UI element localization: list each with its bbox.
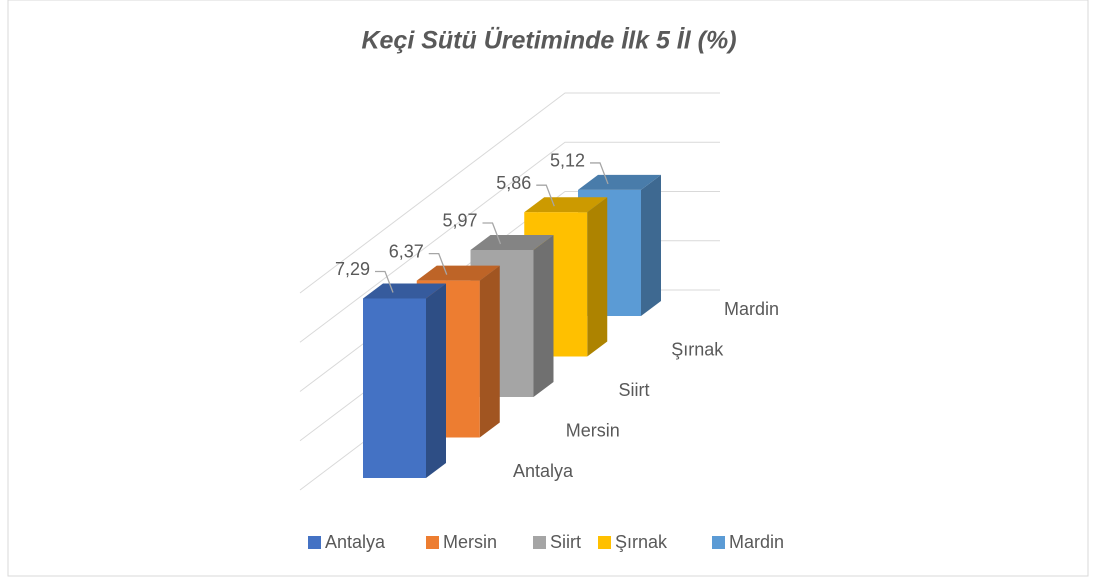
category-label: Mardin (724, 299, 779, 319)
legend-label: Mersin (443, 532, 497, 552)
bar-side (587, 197, 608, 357)
legend-label: Mardin (729, 532, 784, 552)
leader-line (482, 222, 502, 245)
data-label: 7,29 (335, 259, 370, 279)
bar (363, 298, 426, 478)
leader-line (590, 162, 609, 185)
bar-side (533, 234, 554, 397)
chart-title: Keçi Sütü Üretiminde İlk 5 İl (%) (361, 26, 736, 55)
legend-swatch (308, 536, 321, 549)
legend-swatch (426, 536, 439, 549)
bar-side (479, 265, 500, 438)
data-label: 5,12 (550, 151, 585, 171)
data-label: 5,86 (496, 173, 531, 193)
bar-top (524, 197, 608, 213)
legend-swatch (598, 536, 611, 549)
data-label: 6,37 (389, 241, 424, 261)
legend-label: Şırnak (615, 532, 668, 552)
bar-top (578, 174, 661, 190)
category-label: Antalya (513, 461, 574, 481)
bar-top (363, 283, 446, 299)
grid-line (299, 92, 720, 294)
data-label: 5,97 (442, 211, 477, 231)
bar-side (426, 283, 446, 478)
legend-swatch (533, 536, 546, 549)
bar-top (470, 234, 554, 250)
category-label: Siirt (619, 380, 650, 400)
category-label: Şırnak (671, 339, 724, 359)
leader-line (428, 252, 448, 275)
grid-line (299, 141, 720, 343)
bar-top (416, 265, 500, 281)
bar-side (641, 174, 661, 316)
legend-swatch (712, 536, 725, 549)
legend-label: Antalya (325, 532, 386, 552)
legend-label: Siirt (550, 532, 581, 552)
leader-line (375, 270, 394, 293)
category-label: Mersin (566, 420, 620, 440)
leader-line (536, 184, 555, 207)
